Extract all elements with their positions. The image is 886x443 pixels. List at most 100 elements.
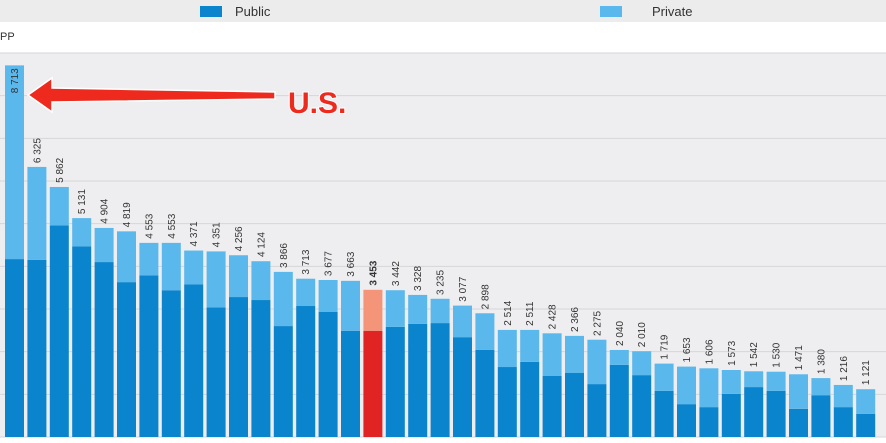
total-label: 5 131 <box>77 189 88 214</box>
bar-segment <box>5 65 24 260</box>
bar-segment <box>27 259 47 437</box>
bar-segment <box>497 329 517 368</box>
annotation-group: U.S. <box>26 76 347 121</box>
bar-segment <box>811 395 831 437</box>
total-label: 2 428 <box>548 304 559 329</box>
total-label: 1 121 <box>861 360 872 385</box>
bar-segment <box>542 375 562 437</box>
total-label: 3 677 <box>324 251 335 276</box>
bar-segment <box>721 393 741 437</box>
total-label: 6 325 <box>32 138 43 163</box>
total-label: 4 351 <box>212 222 223 247</box>
legend-band <box>0 0 886 22</box>
total-label: 4 819 <box>122 202 133 227</box>
total-label: 3 663 <box>346 251 357 276</box>
bar-segment <box>721 370 741 394</box>
bar-segment <box>5 259 24 437</box>
total-label: 1 216 <box>839 356 850 381</box>
bar-segment <box>27 166 47 260</box>
bar-segment <box>49 186 69 226</box>
legend: Public Private <box>200 4 692 19</box>
total-label: 8 713 <box>10 68 21 93</box>
bar-segment <box>385 326 405 437</box>
bar-segment <box>229 297 248 437</box>
total-label: 1 542 <box>749 342 760 367</box>
total-label: 4 553 <box>167 213 178 238</box>
bar-segment <box>139 242 159 276</box>
bar-segment <box>833 384 853 408</box>
bar-segment <box>677 404 696 437</box>
bar-segment <box>744 371 764 388</box>
bar-segment <box>341 330 360 437</box>
legend-label: Private <box>652 4 692 19</box>
bar-segment <box>677 366 696 405</box>
bar-segment <box>542 333 562 376</box>
bar-segment <box>453 305 472 338</box>
bar-segment <box>766 371 786 391</box>
bar-segment <box>833 407 853 437</box>
bar-segment <box>161 242 181 291</box>
total-label: 1 471 <box>794 345 805 370</box>
total-label: 2 366 <box>570 307 581 332</box>
legend-label: Public <box>235 4 271 19</box>
annotation-text: U.S. <box>288 87 346 120</box>
legend-swatch <box>600 6 622 17</box>
total-label: 4 904 <box>100 198 111 223</box>
bar-segment <box>475 313 495 350</box>
bar-segment <box>273 326 293 437</box>
bar-segment <box>587 384 607 437</box>
bar-segment <box>609 364 629 437</box>
total-label: 2 511 <box>525 301 536 326</box>
total-label: 3 713 <box>301 249 312 274</box>
legend-swatch <box>200 6 222 17</box>
y-axis-label: PP <box>0 31 15 43</box>
bar-segment <box>206 307 226 437</box>
total-label: 1 719 <box>660 334 671 359</box>
bar-segment <box>408 323 428 437</box>
bar-segment <box>632 375 652 437</box>
total-label: 3 077 <box>458 276 469 301</box>
bar-segment <box>117 231 136 283</box>
total-label: 3 453 <box>368 260 379 285</box>
bar-segment <box>363 330 383 437</box>
total-label: 4 256 <box>234 226 245 251</box>
bar-segment <box>497 367 517 437</box>
bar-segment <box>251 261 271 301</box>
bar-segment <box>408 294 428 324</box>
bar-segment <box>184 250 204 285</box>
bar-segment <box>654 390 674 437</box>
bar-segment <box>49 225 69 437</box>
bar-segment <box>744 387 764 437</box>
bar-segment <box>856 413 876 437</box>
bar-segment <box>811 378 831 396</box>
bar-segment <box>94 227 114 263</box>
bar-segment <box>699 368 719 408</box>
total-label: 1 530 <box>772 342 783 367</box>
bar-segment <box>94 262 114 437</box>
bar-segment <box>318 279 338 312</box>
bar-segment <box>520 329 540 362</box>
total-label: 3 235 <box>436 270 447 295</box>
bar-segment <box>161 290 181 437</box>
bar-segment <box>430 298 450 324</box>
bar-segment <box>565 373 584 437</box>
total-label: 1 380 <box>816 349 827 374</box>
total-label: 2 514 <box>503 300 514 325</box>
total-label: 2 040 <box>615 320 626 345</box>
total-label: 1 573 <box>727 340 738 365</box>
total-label: 4 553 <box>144 213 155 238</box>
bar-segment <box>789 408 808 437</box>
annotation-arrow <box>26 76 276 114</box>
bar-segment <box>139 275 159 437</box>
bar-segment <box>184 284 204 437</box>
total-label: 2 275 <box>592 310 603 335</box>
bar-segment <box>430 323 450 437</box>
bar-segment <box>565 335 584 373</box>
total-label: 1 653 <box>682 337 693 362</box>
bars: 8 713 6 325 5 862 5 131 4 904 4 819 4 553 4 553… <box>5 65 876 437</box>
bar-segment <box>229 255 248 298</box>
bar-segment <box>587 339 607 385</box>
total-label: 4 371 <box>189 221 200 246</box>
total-label: 1 606 <box>704 339 715 364</box>
